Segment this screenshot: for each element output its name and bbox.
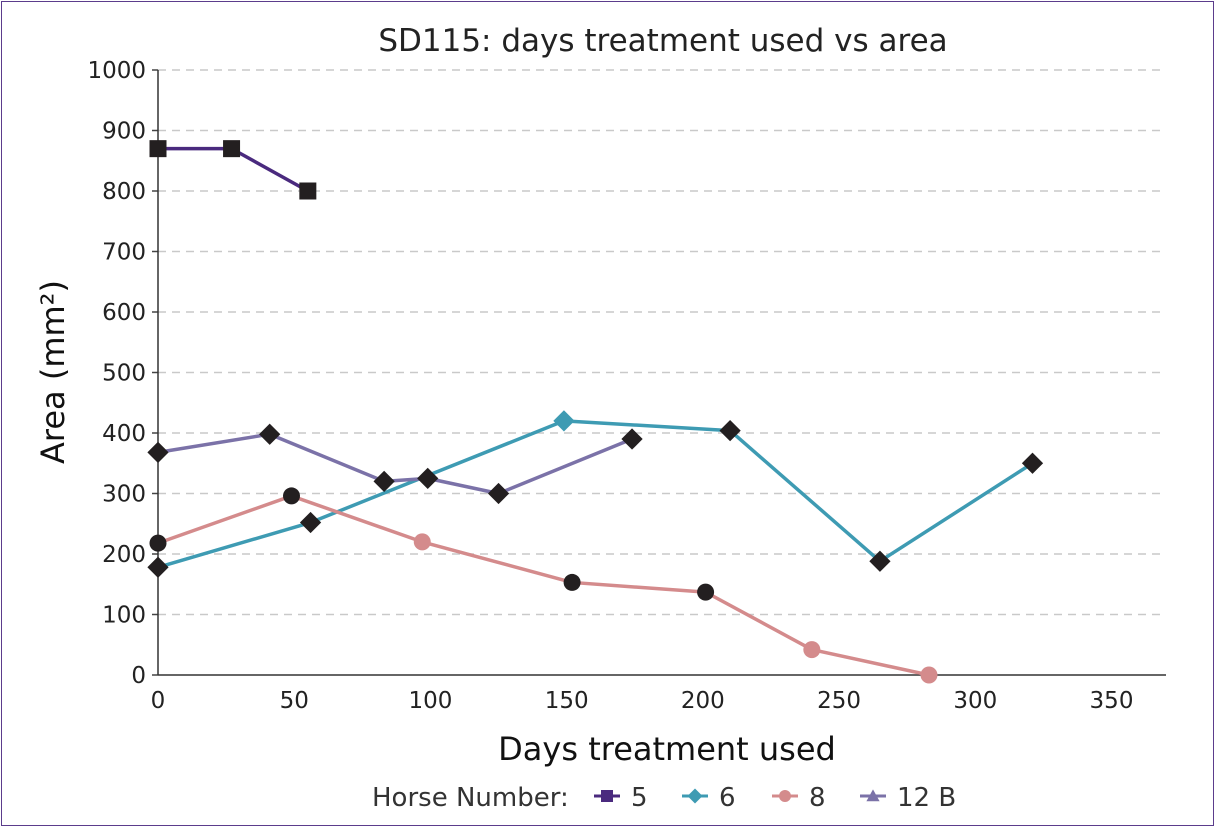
data-point — [697, 583, 715, 601]
y-tick-label: 100 — [102, 603, 146, 629]
legend-entry: 6 — [682, 783, 736, 813]
x-tick-label: 0 — [151, 688, 166, 714]
y-tick-label: 300 — [102, 482, 146, 508]
y-tick-label: 500 — [102, 361, 146, 387]
data-point — [869, 550, 891, 572]
series-lines — [157, 146, 1034, 677]
y-tick-label: 200 — [102, 542, 146, 568]
legend-swatch-marker — [601, 790, 613, 802]
legend-label: 5 — [631, 783, 648, 813]
x-tick-label: 350 — [1090, 688, 1134, 714]
data-point — [223, 140, 241, 158]
y-tick-labels: 0 100 200 300 400 500 600 700 800 900 1000 — [87, 58, 146, 689]
legend-entry: 12 B — [860, 783, 956, 813]
data-point — [299, 511, 322, 534]
series-markers — [147, 140, 1044, 684]
data-point — [487, 482, 510, 505]
legend-entry: 5 — [594, 783, 648, 813]
data-point — [373, 470, 395, 493]
y-tick-label: 900 — [102, 119, 146, 145]
x-tick-label: 50 — [280, 688, 309, 714]
data-point — [563, 573, 581, 591]
series-line-6 — [157, 419, 1034, 569]
data-point — [413, 533, 431, 551]
data-point — [299, 182, 317, 200]
chart-title: SD115: days treatment used vs area — [378, 23, 947, 59]
data-point — [803, 641, 821, 659]
x-tick-label: 250 — [817, 688, 861, 714]
x-tick-label: 300 — [953, 688, 997, 714]
legend-label: 6 — [719, 783, 736, 813]
series-line-12-B — [157, 432, 633, 496]
y-tick-label: 1000 — [87, 58, 146, 84]
data-point — [149, 140, 167, 158]
legend-label: 12 B — [897, 783, 956, 813]
data-point — [147, 556, 169, 578]
legend-entry: 8 — [772, 783, 826, 813]
legend: Horse Number: 5 6 8 12 B — [372, 783, 956, 813]
data-point — [282, 487, 300, 505]
data-point — [417, 467, 439, 489]
gridlines — [158, 69, 1166, 616]
legend-swatch-marker — [866, 789, 880, 802]
x-tick-labels: 0 50 100 150 200 250 300 350 — [151, 688, 1134, 714]
legend-swatch-marker — [687, 788, 703, 804]
y-tick-label: 400 — [102, 421, 146, 447]
legend-title: Horse Number: — [372, 783, 569, 813]
data-point — [920, 666, 938, 684]
y-tick-label: 0 — [131, 663, 146, 689]
legend-label: 8 — [809, 783, 826, 813]
data-point — [1021, 452, 1044, 474]
y-tick-label: 700 — [102, 240, 146, 266]
data-point — [621, 428, 643, 450]
data-point — [147, 441, 169, 463]
x-axis-title: Days treatment used — [498, 730, 836, 768]
x-tick-label: 200 — [681, 688, 725, 714]
x-tick-label: 150 — [545, 688, 589, 714]
legend-swatch-marker — [779, 790, 791, 802]
data-point — [259, 423, 281, 445]
y-axis-title: Area (mm²) — [34, 280, 72, 464]
data-point — [149, 534, 167, 552]
y-tick-label: 800 — [102, 179, 146, 205]
data-point — [553, 410, 575, 432]
data-point — [719, 419, 741, 442]
x-tick-label: 100 — [408, 688, 452, 714]
y-tick-label: 600 — [102, 300, 146, 326]
